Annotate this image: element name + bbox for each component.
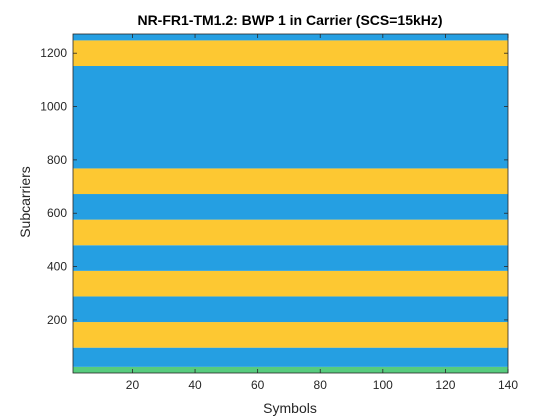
band-10 — [73, 66, 508, 169]
band-11 — [73, 40, 508, 67]
x-tick-label: 80 — [314, 378, 328, 392]
band-5 — [73, 270, 508, 297]
x-tick-label: 60 — [251, 378, 265, 392]
y-axis-label: Subcarriers — [17, 166, 33, 238]
axes-box — [72, 33, 509, 374]
band-7 — [73, 219, 508, 246]
y-tick-label: 600 — [47, 206, 67, 220]
y-tick-label: 400 — [47, 260, 67, 274]
band-6 — [73, 245, 508, 271]
x-tick-label: 20 — [126, 378, 140, 392]
band-8 — [73, 194, 508, 220]
band-12 — [73, 34, 508, 41]
y-tick-label: 1000 — [40, 100, 67, 114]
plot-area — [73, 34, 508, 373]
band-4 — [73, 296, 508, 323]
chart-title: NR-FR1-TM1.2: BWP 1 in Carrier (SCS=15kH… — [137, 12, 442, 28]
x-axis-label: Symbols — [263, 400, 317, 416]
y-tick-label: 200 — [47, 313, 67, 327]
x-tick-label: 100 — [373, 378, 393, 392]
y-axis: 200 400 600 800 1000 1200 — [40, 46, 508, 327]
y-tick-label: 1200 — [40, 46, 67, 60]
band-1 — [73, 366, 508, 373]
x-tick-label: 140 — [498, 378, 518, 392]
x-tick-label: 120 — [435, 378, 455, 392]
band-2 — [73, 347, 508, 367]
band-9 — [73, 168, 508, 195]
band-3 — [73, 322, 508, 348]
y-tick-label: 800 — [47, 153, 67, 167]
x-tick-label: 40 — [188, 378, 202, 392]
